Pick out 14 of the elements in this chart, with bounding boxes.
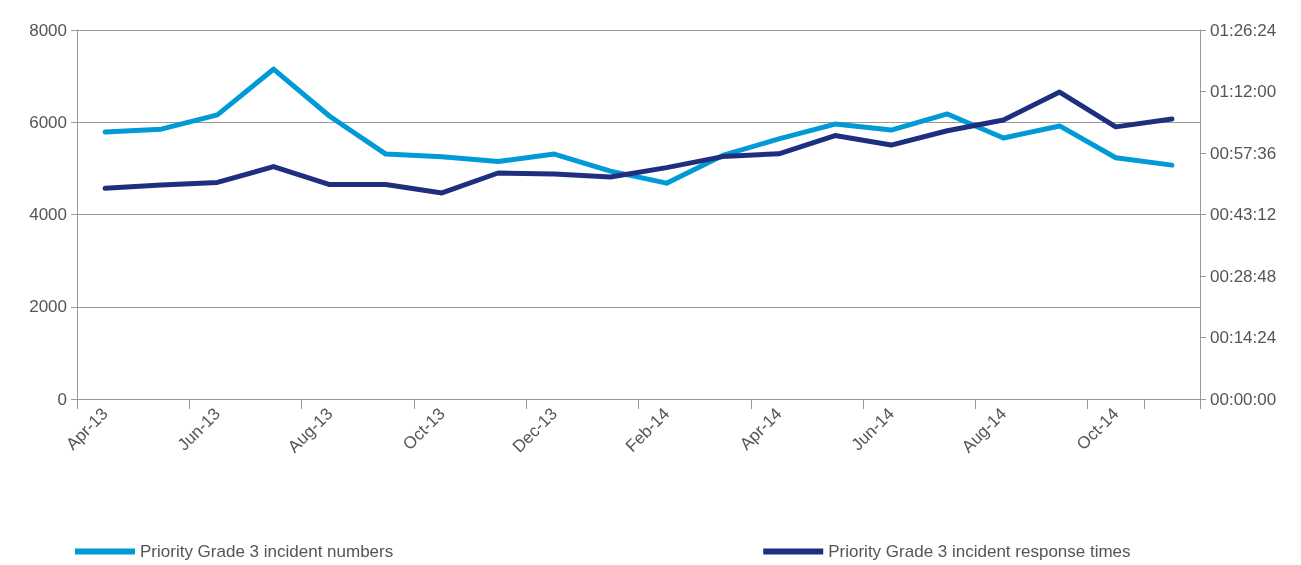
y2-tick-label: 01:12:00 bbox=[1210, 82, 1277, 101]
y2-tick-label: 00:28:48 bbox=[1210, 266, 1277, 286]
y2-tick-label: 00:00:00 bbox=[1210, 389, 1277, 409]
y2-tick-label: 01:26:24 bbox=[1210, 20, 1277, 40]
y-tick-label: 4000 bbox=[29, 205, 67, 224]
y2-tick-label: 00:43:12 bbox=[1210, 205, 1277, 224]
y-tick-label: 0 bbox=[57, 389, 67, 409]
legend-label: Priority Grade 3 incident response times bbox=[828, 542, 1131, 561]
y-tick-label: 8000 bbox=[29, 20, 67, 40]
legend-label: Priority Grade 3 incident numbers bbox=[140, 542, 394, 561]
y-tick-label: 2000 bbox=[29, 297, 67, 317]
y2-tick-label: 00:14:24 bbox=[1210, 328, 1277, 347]
y2-tick-label: 00:57:36 bbox=[1210, 143, 1277, 163]
y-tick-label: 6000 bbox=[29, 112, 67, 132]
